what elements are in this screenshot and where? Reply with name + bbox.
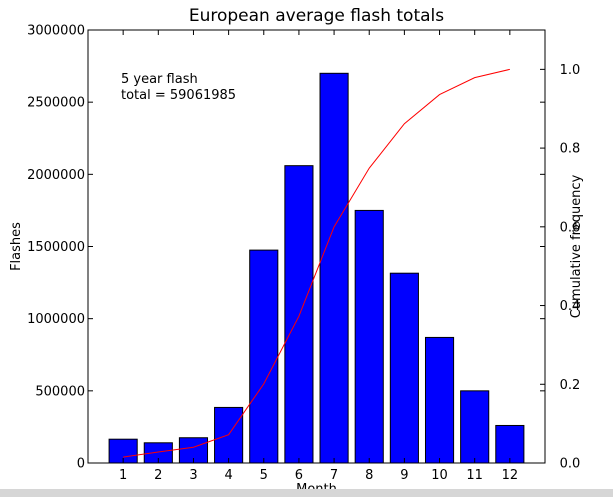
x-tick-label: 3 xyxy=(189,468,197,483)
x-tick-label: 11 xyxy=(466,468,483,483)
y-tick-label: 1500000 xyxy=(27,240,85,255)
y2-tick-label: 0.4 xyxy=(560,299,581,314)
bar xyxy=(284,165,314,464)
x-tick-label: 8 xyxy=(365,468,373,483)
bar xyxy=(354,209,384,464)
bar xyxy=(460,390,490,464)
y-tick-label: 3000000 xyxy=(27,24,85,39)
bar xyxy=(389,272,419,464)
y2-tick-label: 0.2 xyxy=(560,378,581,393)
y-tick-label: 0 xyxy=(77,457,85,472)
x-tick-label: 6 xyxy=(295,468,303,483)
y-tick-label: 1000000 xyxy=(27,312,85,327)
x-tick-label: 12 xyxy=(502,468,519,483)
y2-tick-label: 0.6 xyxy=(560,220,581,235)
y2-axis-label: Cumulative frequency xyxy=(569,174,584,318)
bottom-strip xyxy=(0,489,613,497)
x-tick-label: 7 xyxy=(330,468,338,483)
bar xyxy=(214,406,244,464)
y-tick-label: 2500000 xyxy=(27,96,85,111)
bar xyxy=(249,249,279,464)
x-tick-label: 10 xyxy=(431,468,448,483)
x-tick-label: 9 xyxy=(400,468,408,483)
x-tick-label: 1 xyxy=(119,468,127,483)
x-tick-label: 5 xyxy=(260,468,268,483)
bar xyxy=(495,424,525,464)
x-tick-label: 2 xyxy=(154,468,162,483)
y2-tick-label: 0.0 xyxy=(560,457,581,472)
chart-title: European average flash totals xyxy=(189,6,444,26)
bar xyxy=(319,72,349,464)
y2-tick-label: 1.0 xyxy=(560,63,581,78)
y-tick-label: 2000000 xyxy=(27,168,85,183)
bar xyxy=(424,336,455,464)
cumulative-frequency-line xyxy=(123,68,510,458)
y-axis-label: Flashes xyxy=(9,222,24,271)
y2-tick-label: 0.8 xyxy=(560,142,581,157)
annotation-text: total = 59061985 xyxy=(121,88,236,103)
annotation-text: 5 year flash xyxy=(121,72,198,87)
x-tick-label: 4 xyxy=(224,468,232,483)
y-tick-label: 500000 xyxy=(35,384,85,399)
